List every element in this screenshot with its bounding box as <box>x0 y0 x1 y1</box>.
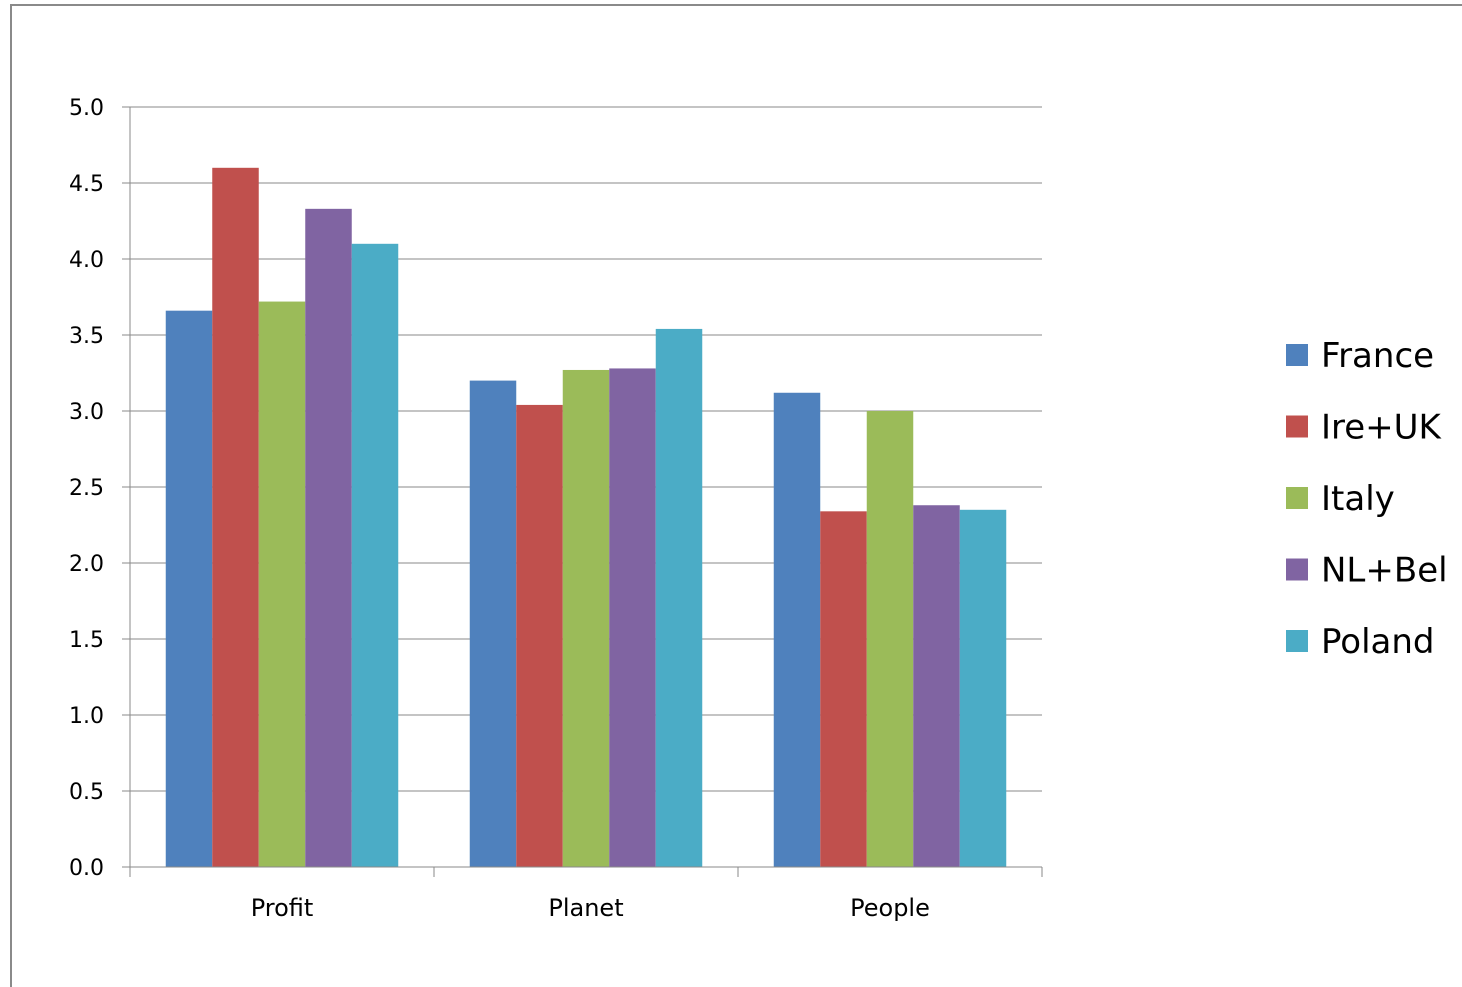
y-tick-label: 4.5 <box>69 172 104 197</box>
y-tick-label: 5.0 <box>69 96 104 121</box>
legend-label: Italy <box>1321 479 1395 519</box>
x-axis-category-labels: Profit Planet People <box>251 894 930 922</box>
bar-france-profit <box>165 310 213 867</box>
y-axis-tick-labels: 0.0 0.5 1.0 1.5 2.0 2.5 3.0 3.5 4.0 4.5 5.0 <box>69 96 104 881</box>
bar-ire-uk-profit <box>212 167 259 868</box>
legend-swatch <box>1286 487 1308 509</box>
legend-label: France <box>1321 336 1434 376</box>
y-tick-label: 2.5 <box>69 476 104 501</box>
legend-swatch <box>1286 344 1308 366</box>
bars <box>165 167 1007 868</box>
y-tick-label: 4.0 <box>69 248 104 273</box>
bar-france-people <box>773 392 821 867</box>
axes <box>122 106 1043 877</box>
bar-italy-profit <box>258 301 306 867</box>
y-tick-label: 1.5 <box>69 628 104 653</box>
legend-label: Poland <box>1321 622 1435 662</box>
y-tick-label: 2.0 <box>69 552 104 577</box>
bar-nl-bel-planet <box>609 368 656 867</box>
x-category-label: Planet <box>548 894 623 922</box>
y-tick-label: 0.0 <box>69 856 104 881</box>
bar-ire-uk-planet <box>516 404 563 867</box>
legend-swatch <box>1286 415 1308 438</box>
x-category-label: Profit <box>251 894 314 922</box>
bar-poland-profit <box>351 243 399 868</box>
y-tick-label: 1.0 <box>69 704 104 729</box>
bar-ire-uk-people <box>820 511 867 867</box>
legend-swatch <box>1286 558 1308 581</box>
bar-france-planet <box>469 380 517 867</box>
legend: France Ire+UK Italy NL+Bel Poland <box>1286 336 1448 662</box>
y-tick-label: 0.5 <box>69 780 104 805</box>
y-tick-label: 3.0 <box>69 400 104 425</box>
y-tick-label: 3.5 <box>69 324 104 349</box>
x-category-label: People <box>850 894 930 922</box>
legend-label: NL+Bel <box>1321 551 1448 591</box>
legend-label: Ire+UK <box>1321 408 1443 448</box>
bar-nl-bel-profit <box>305 208 352 868</box>
bar-poland-planet <box>655 328 703 867</box>
legend-swatch <box>1286 630 1308 652</box>
bar-italy-people <box>866 411 914 867</box>
bar-poland-people <box>959 509 1007 867</box>
bar-nl-bel-people <box>913 505 960 867</box>
bar-italy-planet <box>562 369 610 867</box>
